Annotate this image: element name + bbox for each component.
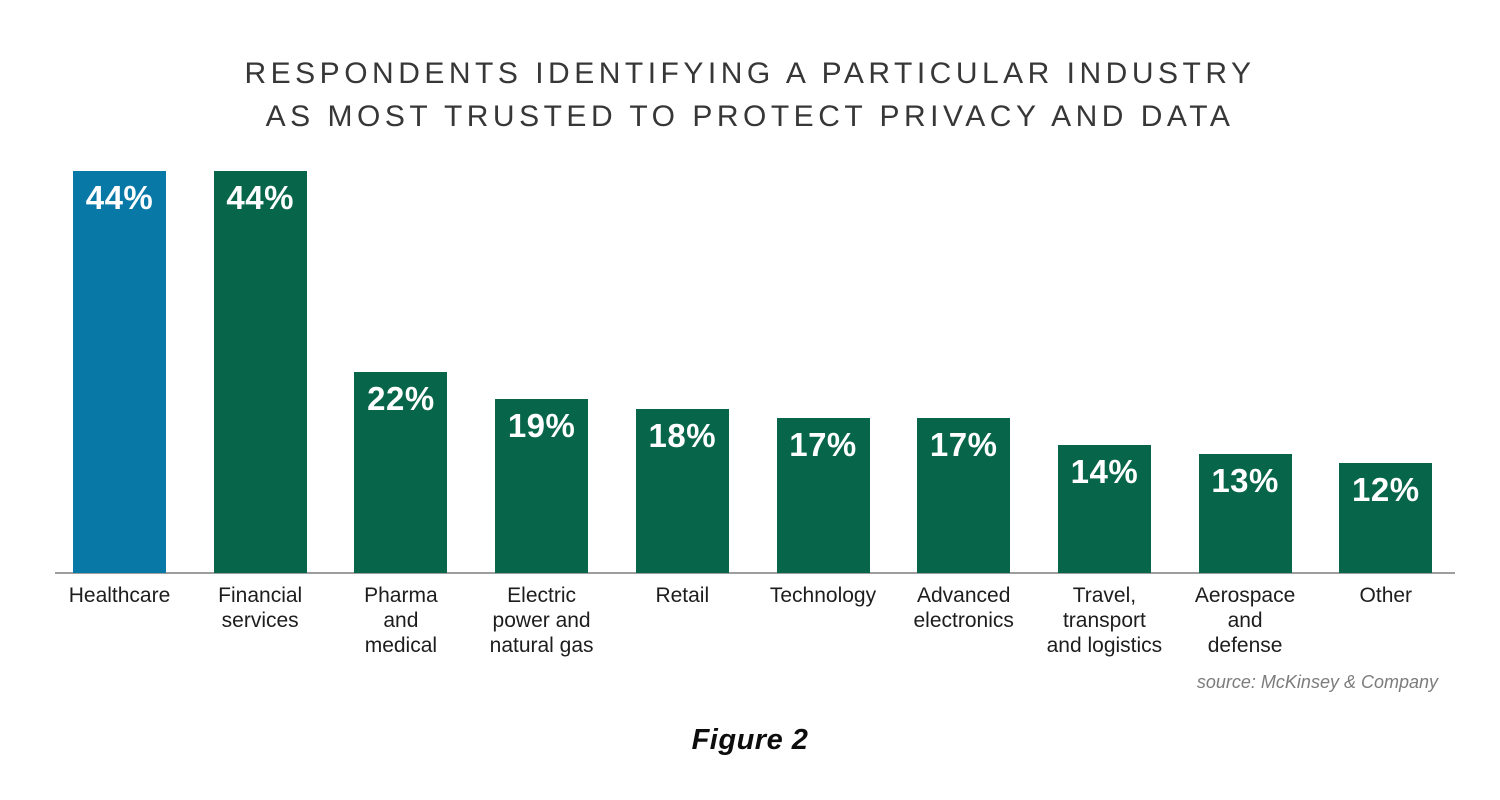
bar-category-label-line: medical	[364, 634, 438, 657]
bar: 19%	[495, 399, 589, 573]
bar-value-label: 44%	[85, 179, 154, 216]
bar-category-label: Travel, transport and logistics	[1047, 583, 1163, 658]
bar-category-label-line: Financial	[218, 584, 303, 607]
bar-value-label: 18%	[648, 416, 717, 454]
source-credit: source: McKinsey & Company	[1196, 672, 1438, 692]
bar-category-label-line: Aerospace	[1194, 584, 1296, 607]
bar-category-label-line: and logistics	[1046, 634, 1163, 657]
bar-category-label: Other	[1360, 583, 1413, 608]
chart-title: RESPONDENTS IDENTIFYING A PARTICULAR IND…	[0, 52, 1500, 138]
bar-value-label: 14%	[1070, 453, 1139, 491]
bar-category-label: Technology	[770, 583, 876, 608]
bar: 44%	[213, 171, 307, 573]
bar-category-label-line: natural gas	[489, 634, 594, 657]
bar-category-label-line: power and	[492, 609, 591, 632]
figure-caption: Figure 2	[691, 724, 809, 756]
chart-title-line-1: RESPONDENTS IDENTIFYING A PARTICULAR IND…	[244, 57, 1256, 90]
chart-title-line-2: AS MOST TRUSTED TO PROTECT PRIVACY AND D…	[265, 100, 1235, 133]
bar-category-label-line: Other	[1359, 584, 1413, 607]
bar-category-label: Advanced electronics	[913, 583, 1013, 633]
bar-category-label-line: and	[383, 609, 419, 632]
bar-category-label-line: transport	[1062, 609, 1146, 632]
bar: 18%	[635, 408, 729, 573]
bar-value-label: 19%	[507, 407, 576, 445]
bar-category-label: Retail	[655, 583, 709, 608]
bar-category-label: Aerospace and defense	[1195, 583, 1295, 658]
bar-value-label: 17%	[929, 425, 998, 463]
bar-category-label: Electric power and natural gas	[490, 583, 594, 658]
bar-category-label: Healthcare	[69, 583, 171, 608]
bar-category-label: Pharma and medical	[364, 583, 438, 658]
x-axis-line	[55, 572, 1455, 574]
bar-category-label: Financial services	[218, 583, 302, 633]
bar: 14%	[1057, 445, 1151, 573]
bar-category-label-line: and	[1227, 609, 1263, 632]
bar-category-label-line: services	[221, 609, 299, 632]
bar-category-label-line: defense	[1207, 634, 1283, 657]
bar-value-label: 17%	[789, 425, 857, 463]
bar-category-label-line: Healthcare	[68, 584, 171, 607]
bar-value-label: 13%	[1211, 462, 1279, 500]
bar-value-label: 12%	[1352, 471, 1420, 509]
bar: 12%	[1339, 463, 1433, 573]
bar: 13%	[1198, 454, 1292, 573]
bar-category-label-line: Advanced	[916, 584, 1011, 607]
bar-category-label-line: Travel,	[1072, 584, 1137, 607]
bar-category-label-line: Retail	[655, 584, 710, 607]
bar-value-label: 22%	[367, 380, 435, 417]
bar-category-label-line: Electric	[507, 584, 577, 607]
bar: 22%	[354, 372, 448, 573]
bar-category-label-line: Pharma	[364, 584, 438, 607]
bar-category-label-line: Technology	[769, 584, 877, 607]
bar-category-label-line: electronics	[913, 609, 1014, 632]
bar: 44%	[73, 171, 166, 573]
bar-value-label: 44%	[226, 179, 294, 216]
bar: 17%	[776, 417, 870, 573]
bar: 17%	[917, 417, 1011, 573]
